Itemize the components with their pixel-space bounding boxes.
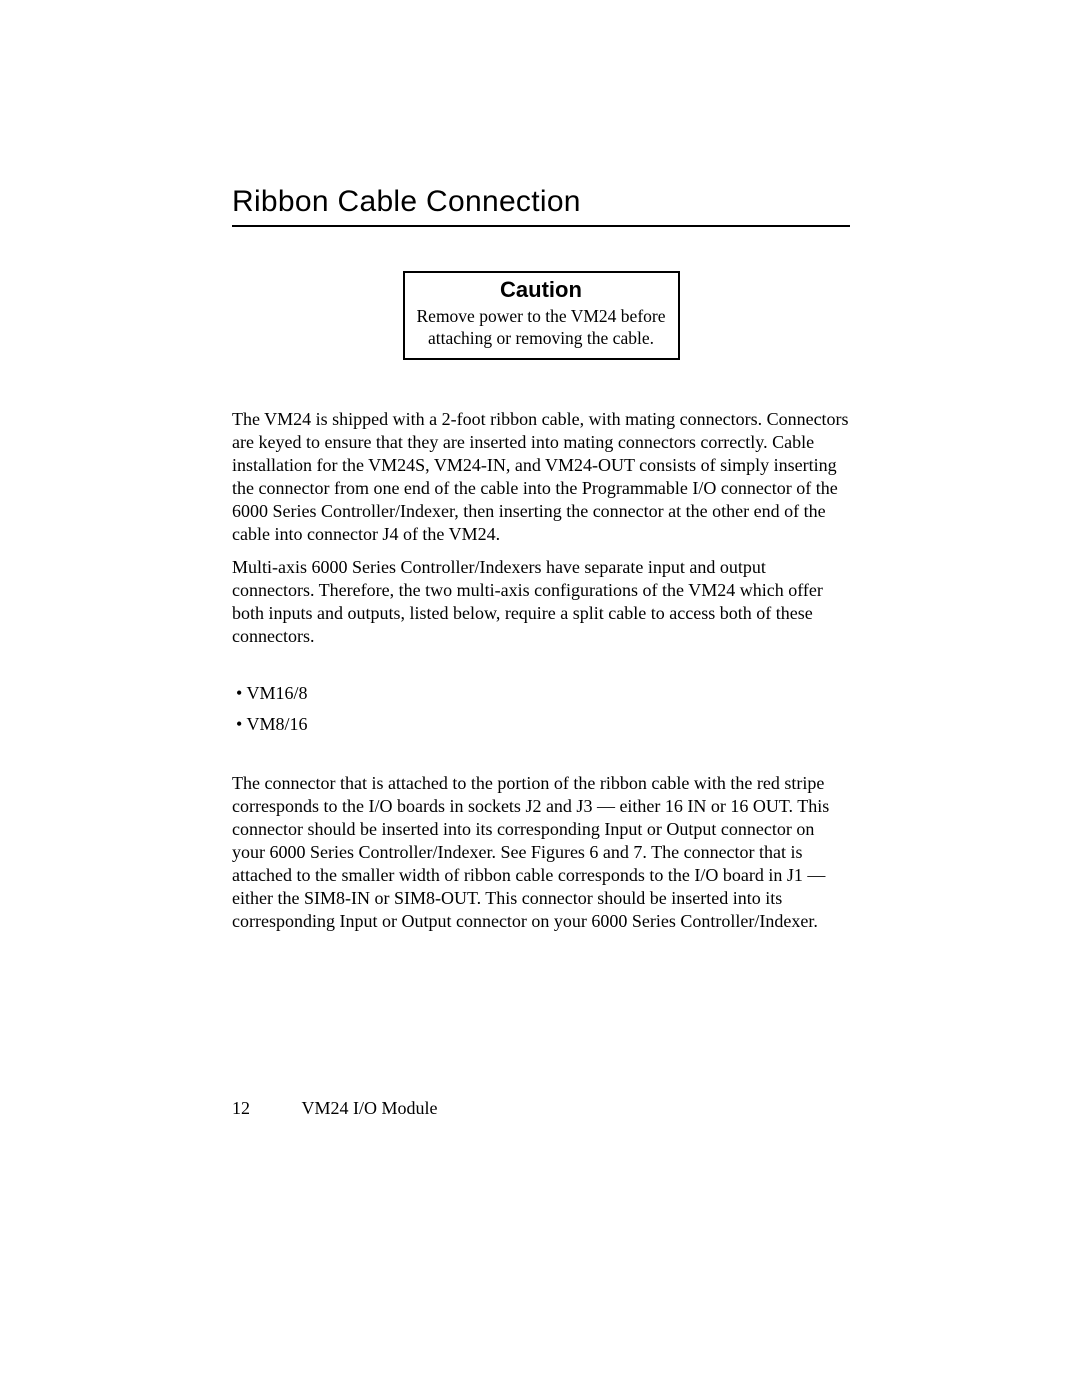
bullet-item-1: VM16/8 [232, 682, 850, 705]
caution-title: Caution [415, 277, 668, 303]
caution-text: Remove power to the VM24 before attachin… [415, 306, 668, 350]
bullet-item-2: VM8/16 [232, 713, 850, 736]
body-paragraph-1: The VM24 is shipped with a 2-foot ribbon… [232, 408, 850, 546]
page-number: 12 [232, 1098, 297, 1119]
body-paragraph-3: The connector that is attached to the po… [232, 772, 850, 933]
caution-box: Caution Remove power to the VM24 before … [403, 271, 680, 360]
section-heading: Ribbon Cable Connection [232, 185, 850, 227]
bullet-list: VM16/8 VM8/16 [232, 682, 850, 736]
body-paragraph-2: Multi-axis 6000 Series Controller/Indexe… [232, 556, 850, 648]
page-footer: 12 VM24 I/O Module [232, 1098, 438, 1119]
footer-doc-title: VM24 I/O Module [302, 1098, 438, 1119]
